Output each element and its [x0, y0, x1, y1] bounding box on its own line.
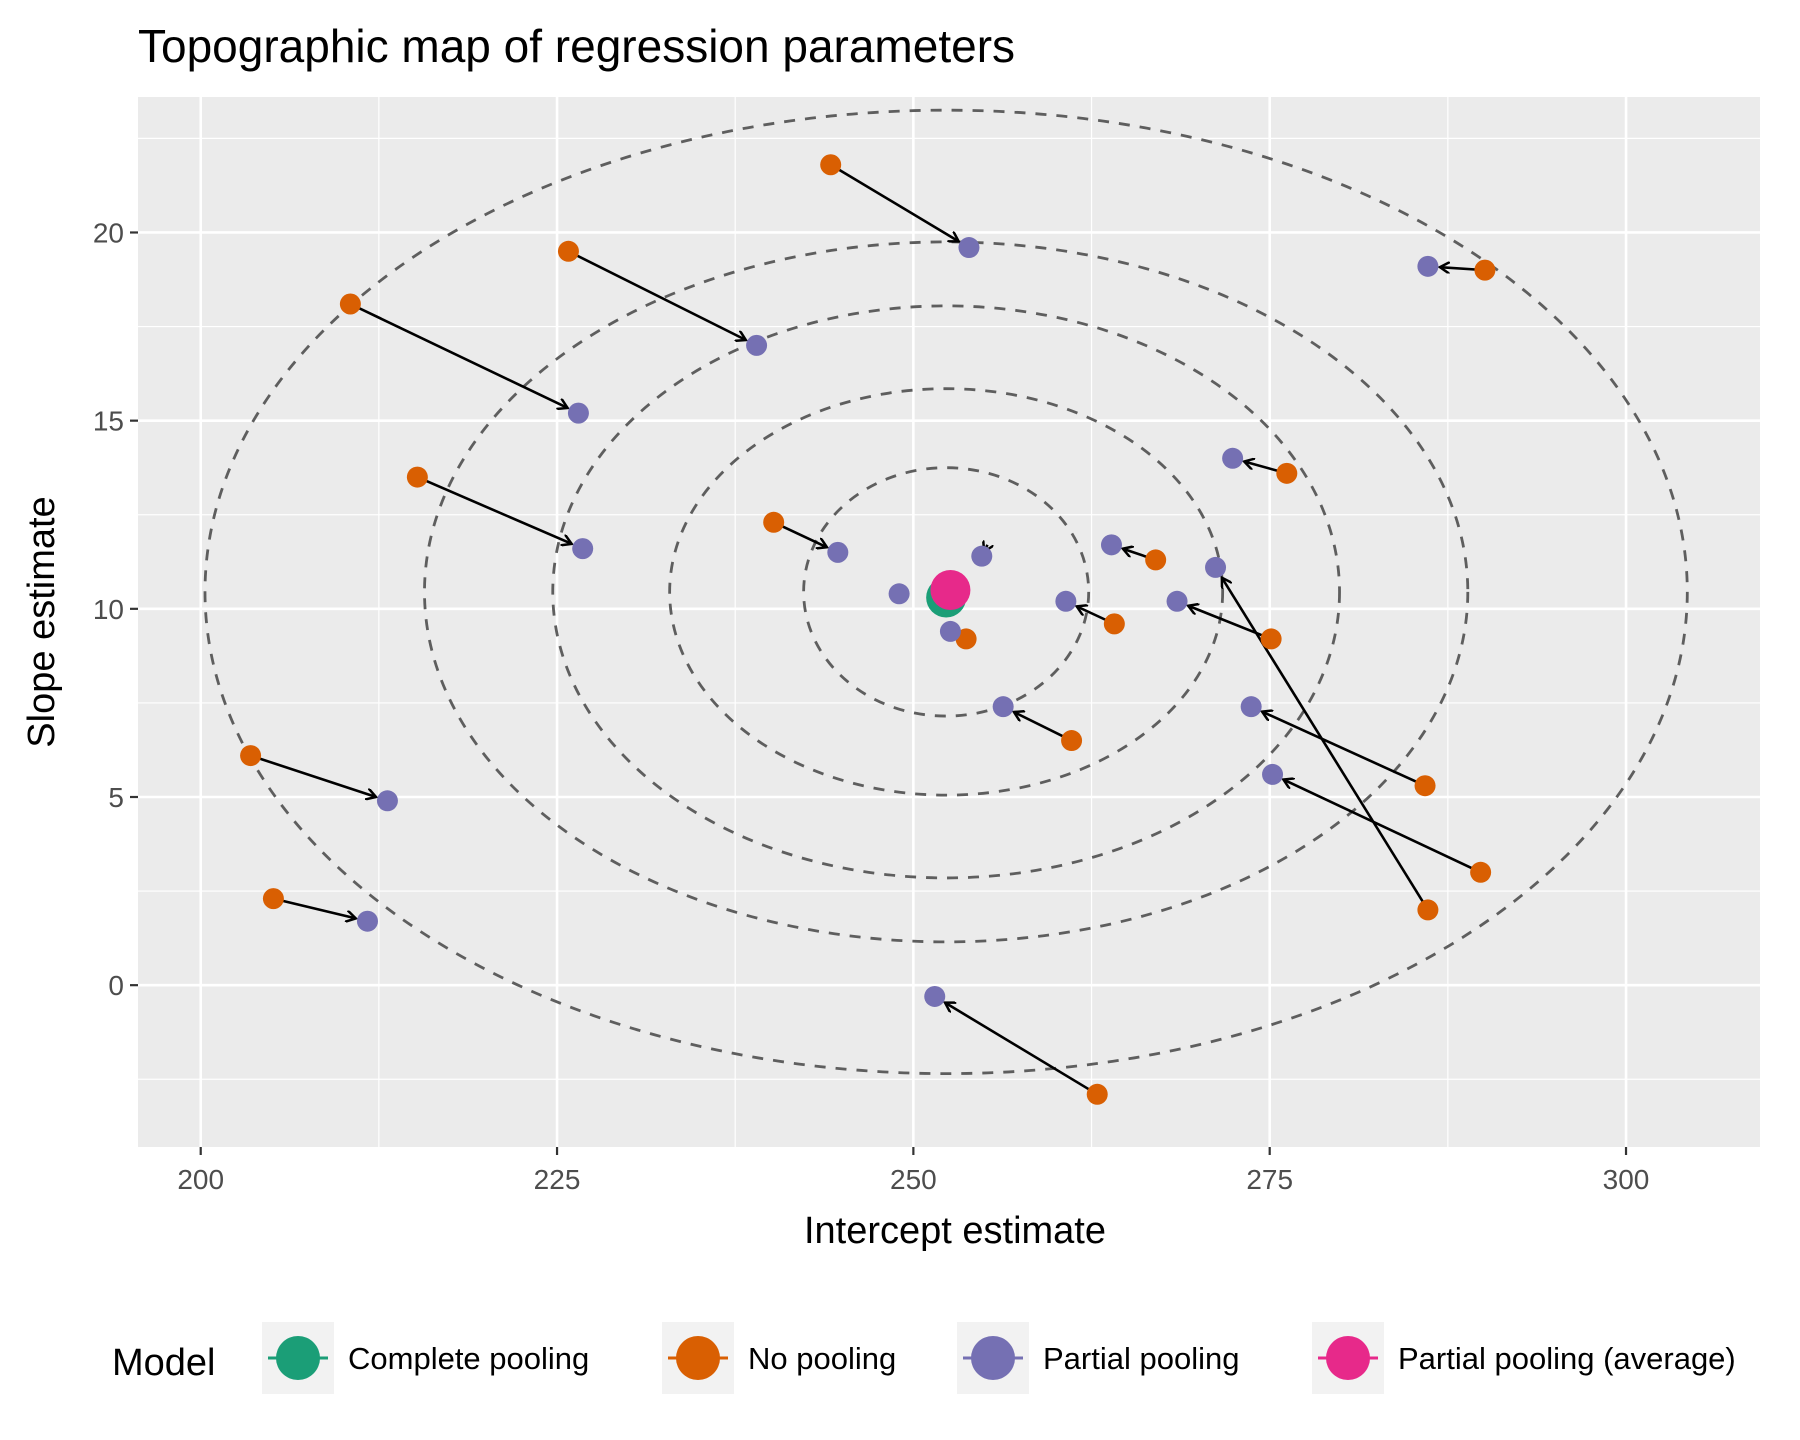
y-tick-label: 15 [93, 406, 124, 437]
no-pooling-point [1061, 730, 1083, 752]
contour-ellipse [668, 387, 1225, 797]
no-pooling-point [763, 511, 785, 533]
no-pooling-point [406, 466, 428, 488]
shrinkage-arrow [273, 897, 355, 919]
contour-ellipse [802, 466, 1091, 718]
legend-key-point [276, 1336, 320, 1380]
contour-ellipse [551, 304, 1341, 880]
shrinkage-arrow [830, 163, 959, 242]
partial-pooling-point [567, 402, 589, 424]
x-axis-title: Intercept estimate [804, 1210, 1106, 1252]
shrinkage-arrow [1283, 780, 1482, 874]
legend-key-point [1326, 1336, 1370, 1380]
partial-pooling-point [1417, 255, 1439, 277]
legend-key-point [971, 1336, 1015, 1380]
partial-pooling-point [1166, 590, 1188, 612]
shrinkage-arrow [1222, 578, 1430, 911]
legend-title: Model [112, 1342, 216, 1384]
partial-pooling-point [1100, 534, 1122, 556]
contour-ellipse [423, 240, 1470, 944]
no-pooling-point [339, 293, 361, 315]
y-axis-title: Slope estimate [21, 496, 63, 747]
shrinkage-arrow [416, 475, 571, 544]
x-tick-label: 300 [1603, 1164, 1650, 1195]
partial-pooling-point [939, 620, 961, 642]
no-pooling-point [820, 154, 842, 176]
partial-pooling-point [572, 538, 594, 560]
legend-key-point [676, 1336, 720, 1380]
partial-pooling-point [958, 237, 980, 259]
no-pooling-point [557, 240, 579, 262]
no-pooling-point [1145, 549, 1167, 571]
no-pooling-point [262, 888, 284, 910]
points [240, 154, 1496, 1105]
partial-pooling-point [1055, 590, 1077, 612]
legend: Model Complete pooling No pooling Partial … [112, 1322, 1736, 1394]
legend-label: No pooling [748, 1341, 896, 1376]
no-pooling-point [1103, 613, 1125, 635]
no-pooling-point [1414, 775, 1436, 797]
shrinkage-arrow [349, 302, 567, 408]
no-pooling-point [240, 745, 262, 767]
x-tick-label: 250 [890, 1164, 937, 1195]
x-tick-label: 225 [534, 1164, 581, 1195]
y-tick-label: 20 [93, 217, 124, 248]
contours [203, 108, 1689, 1076]
partial-pooling-point [971, 545, 993, 567]
partial-pooling-point [1222, 447, 1244, 469]
chart-title: Topographic map of regression parameters [138, 20, 1015, 72]
grid [138, 97, 1760, 1147]
x-tick-label: 200 [177, 1164, 224, 1195]
partial-pooling-point [1262, 763, 1284, 785]
partial-pooling-point [1240, 696, 1262, 718]
partial-pooling-point [376, 790, 398, 812]
no-pooling-point [1474, 259, 1496, 281]
x-tick-label: 275 [1246, 1164, 1293, 1195]
partial-pooling-average-point [930, 570, 971, 611]
shrinkage-arrow [1014, 712, 1073, 742]
legend-label: Partial pooling (average) [1398, 1341, 1736, 1376]
no-pooling-point [1276, 462, 1298, 484]
legend-label: Complete pooling [348, 1341, 589, 1376]
y-tick-label: 5 [108, 782, 124, 813]
partial-pooling-point [746, 334, 768, 356]
no-pooling-point [1417, 899, 1439, 921]
shrinkage-arrow [1262, 712, 1426, 787]
y-tick-label: 0 [108, 970, 124, 1001]
ticks: 200 225 250 275 300 0 5 10 15 20 [93, 217, 1650, 1195]
no-pooling-point [1470, 861, 1492, 883]
shrinkage-arrow [250, 754, 376, 797]
no-pooling-point [1260, 628, 1282, 650]
partial-pooling-point [924, 985, 946, 1007]
shrinkage-arrow [567, 250, 745, 340]
partial-pooling-point [1205, 556, 1227, 578]
y-tick-label: 10 [93, 594, 124, 625]
legend-label: Partial pooling [1043, 1341, 1239, 1376]
no-pooling-point [1086, 1083, 1108, 1105]
contour-ellipse [203, 108, 1689, 1076]
partial-pooling-point [356, 910, 378, 932]
no-pooling-point [955, 628, 977, 650]
partial-pooling-point [888, 583, 910, 605]
partial-pooling-point [827, 541, 849, 563]
shrinkage-arrow [945, 1003, 1098, 1096]
partial-pooling-point [992, 696, 1014, 718]
